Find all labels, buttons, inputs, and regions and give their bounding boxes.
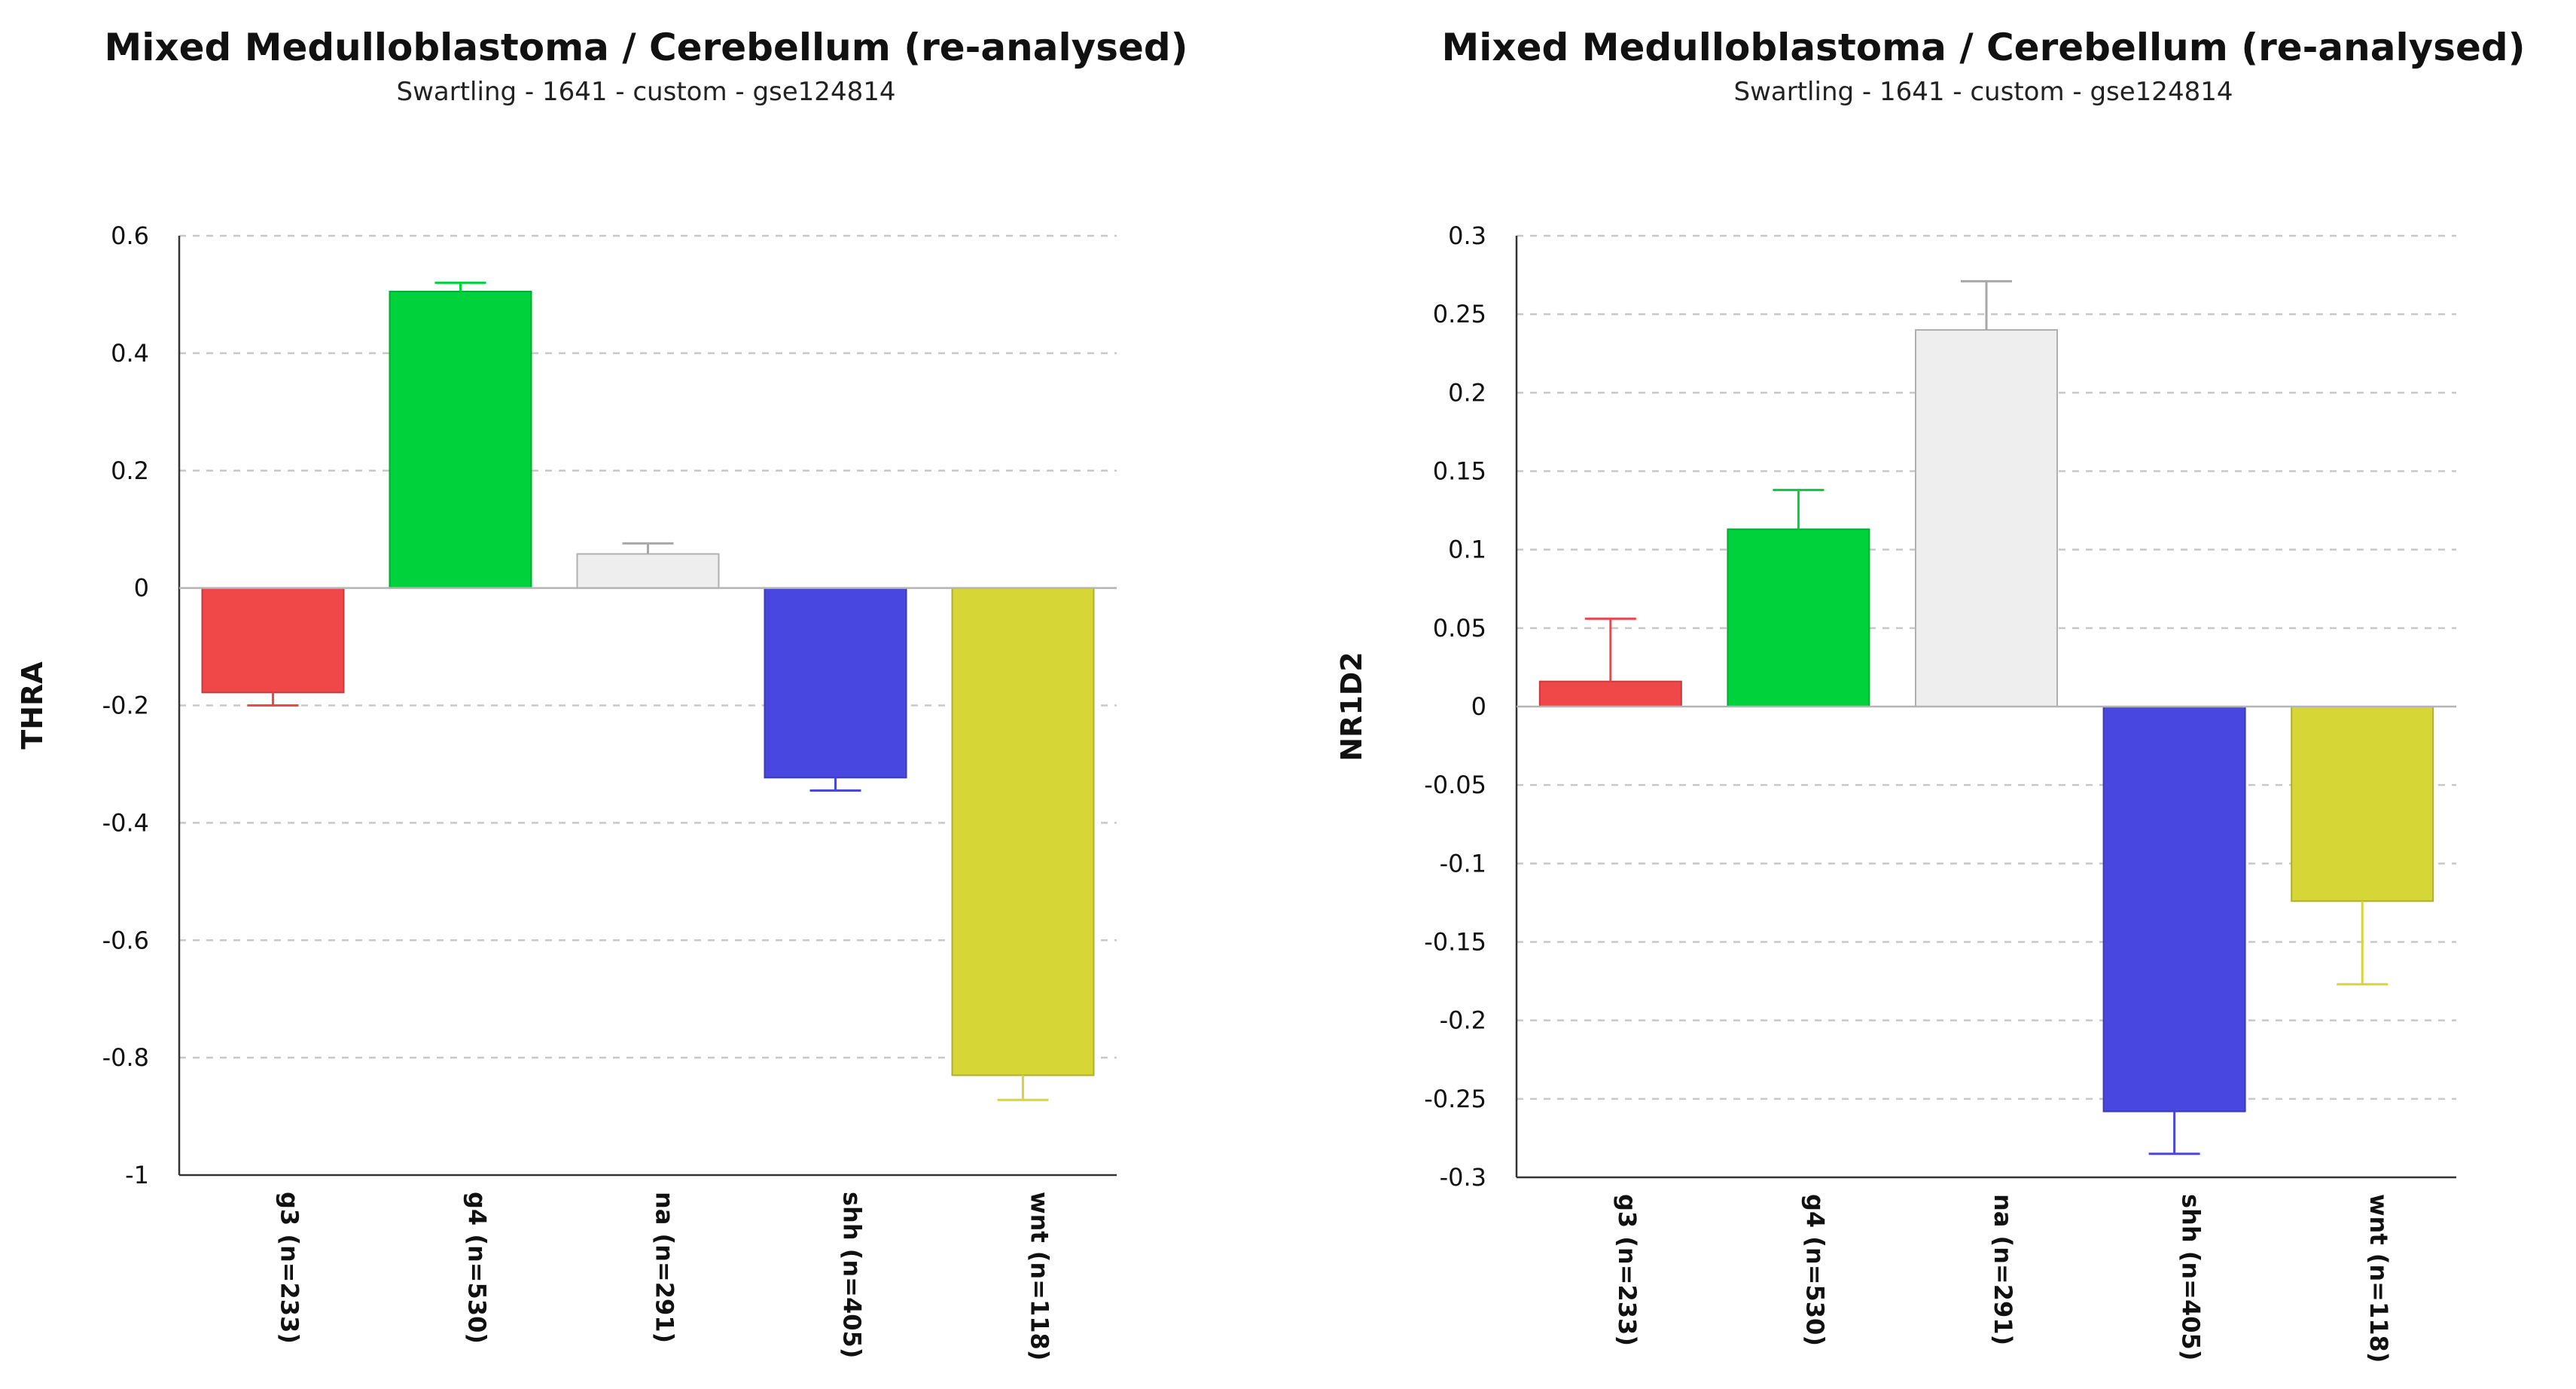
chart-subtitle: Swartling - 1641 - custom - gse124814 [1734, 77, 2233, 107]
y-tick-label: -1 [125, 1161, 149, 1189]
y-axis-title: THRA [16, 661, 49, 749]
y-tick-label: 0 [134, 574, 149, 603]
y-tick-label: -0.6 [102, 926, 149, 954]
y-tick-label: 0.6 [111, 221, 149, 250]
y-tick-label: 0.1 [1448, 536, 1486, 564]
bar [389, 291, 532, 589]
x-category-label: wnt (n=118) [1026, 1192, 1054, 1360]
bar [764, 587, 907, 779]
bar [1727, 528, 1870, 707]
y-tick-label: 0 [1471, 692, 1486, 721]
x-category-label: shh (n=405) [2177, 1194, 2206, 1360]
x-category-label: g4 (n=530) [463, 1192, 492, 1344]
bar [201, 587, 345, 694]
y-tick-label: -0.3 [1440, 1163, 1486, 1192]
bar [951, 587, 1095, 1076]
y-tick-label: -0.15 [1424, 928, 1486, 957]
y-tick-label: 0.25 [1433, 300, 1486, 328]
y-tick-label: 0.2 [1448, 378, 1486, 407]
bar [2102, 706, 2246, 1113]
x-category-label: g4 (n=530) [1800, 1194, 1829, 1346]
bar [2291, 706, 2434, 902]
y-tick-label: 0.4 [111, 339, 149, 368]
chart-subtitle: Swartling - 1641 - custom - gse124814 [397, 77, 896, 107]
x-category-label: shh (n=405) [838, 1192, 867, 1358]
bar [1915, 329, 2058, 707]
y-tick-label: -0.2 [102, 691, 149, 720]
y-tick-label: -0.4 [102, 808, 149, 837]
y-axis-title: NR1D2 [1335, 652, 1368, 762]
y-tick-label: -0.2 [1440, 1006, 1486, 1035]
chart-panel-1: Mixed Medulloblastoma / Cerebellum (re-a… [16, 26, 1188, 1360]
bar [576, 553, 720, 589]
x-category-label: na (n=291) [1989, 1194, 2017, 1345]
x-category-label: g3 (n=233) [1613, 1194, 1642, 1346]
y-tick-label: 0.15 [1433, 457, 1486, 486]
x-category-label: wnt (n=118) [2364, 1194, 2393, 1363]
y-tick-label: 0.05 [1433, 614, 1486, 643]
y-tick-label: 0.3 [1448, 221, 1486, 250]
chart-panel-2: Mixed Medulloblastoma / Cerebellum (re-a… [1335, 26, 2526, 1363]
y-tick-label: -0.8 [102, 1043, 149, 1072]
y-tick-label: -0.1 [1440, 849, 1486, 878]
y-tick-label: 0.2 [111, 456, 149, 485]
x-category-label: na (n=291) [651, 1192, 679, 1343]
chart-title: Mixed Medulloblastoma / Cerebellum (re-a… [104, 26, 1187, 69]
x-category-label: g3 (n=233) [276, 1192, 304, 1344]
y-tick-label: -0.25 [1424, 1085, 1486, 1113]
y-tick-label: -0.05 [1424, 771, 1486, 799]
chart-title: Mixed Medulloblastoma / Cerebellum (re-a… [1441, 26, 2525, 69]
bar [1538, 680, 1682, 708]
